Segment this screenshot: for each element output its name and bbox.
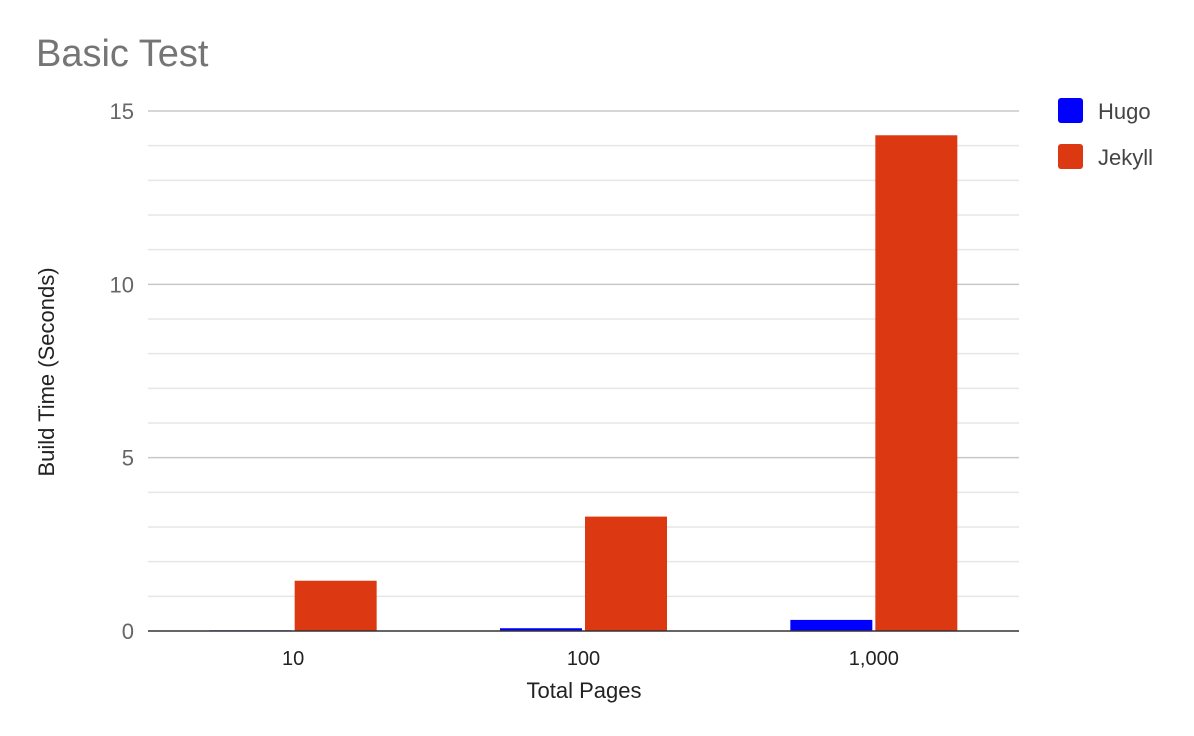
y-axis-label: Build Time (Seconds) xyxy=(34,267,59,476)
gridlines xyxy=(148,110,1019,598)
legend-swatch-jekyll xyxy=(1058,144,1083,169)
x-tick-label: 1,000 xyxy=(849,648,899,670)
x-axis-label: Total Pages xyxy=(527,678,642,703)
legend-label-hugo: Hugo xyxy=(1098,99,1151,124)
bars xyxy=(209,135,958,631)
bar-jekyll-100 xyxy=(585,516,667,631)
bar-jekyll-10 xyxy=(294,580,377,631)
y-tick-label: 5 xyxy=(122,446,134,471)
x-tick-label: 100 xyxy=(567,648,600,670)
legend: Hugo Jekyll xyxy=(1058,98,1153,170)
legend-label-jekyll: Jekyll xyxy=(1098,145,1153,170)
x-axis-ticks: 10 100 1,000 xyxy=(282,648,899,670)
y-tick-label: 0 xyxy=(122,619,134,644)
x-tick-label: 10 xyxy=(282,648,304,670)
bar-jekyll-1000 xyxy=(875,135,958,631)
bar-hugo-1000 xyxy=(790,619,873,631)
y-axis-ticks: 0 5 10 15 xyxy=(110,99,134,644)
chart-title: Basic Test xyxy=(36,33,209,75)
y-tick-label: 10 xyxy=(110,272,134,297)
y-tick-label: 15 xyxy=(110,99,134,124)
legend-swatch-hugo xyxy=(1058,98,1083,123)
bar-hugo-100 xyxy=(500,628,582,631)
